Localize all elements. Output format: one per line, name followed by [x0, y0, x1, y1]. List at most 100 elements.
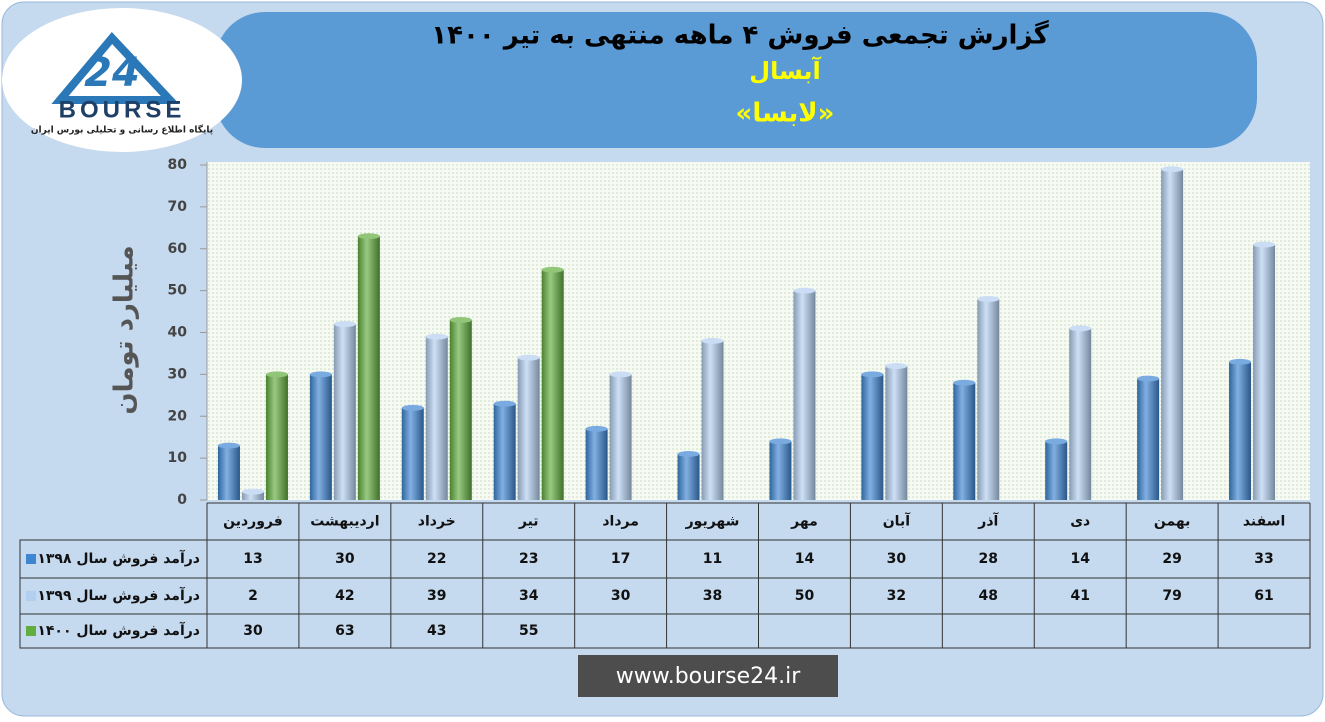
chart-symbol: «لابسا» [736, 99, 835, 129]
table-value: 33 [1254, 551, 1273, 567]
x-tick-label: شهریور [685, 514, 740, 530]
bar [541, 269, 564, 500]
table-value: 28 [979, 551, 998, 567]
bar-top [609, 371, 632, 378]
bar [1137, 378, 1160, 500]
bar-top [493, 400, 516, 407]
bar [861, 374, 884, 500]
bar-top [401, 404, 424, 411]
chart-subtitle: آبسال [749, 56, 821, 85]
table-value: 79 [1162, 588, 1181, 604]
bar-top [333, 321, 356, 328]
table-value: 42 [335, 588, 354, 604]
bar [449, 319, 472, 500]
bar-top [1045, 438, 1068, 445]
bar-top [977, 296, 1000, 302]
legend-marker [26, 626, 36, 636]
bar [1045, 441, 1068, 500]
logo-tagline: پایگاه اطلاع رسانی و تحلیلی بورس ایران [31, 124, 213, 136]
bar-top [517, 354, 540, 361]
logo-name: BOURSE [59, 96, 186, 123]
y-tick-label: 40 [168, 325, 188, 341]
y-tick-label: 60 [168, 241, 188, 257]
bar-top [265, 371, 288, 378]
bar [309, 374, 332, 500]
bar-top [769, 438, 792, 445]
x-tick-label: تیر [518, 514, 539, 530]
bar [401, 407, 424, 500]
logo-number: 24 [84, 50, 140, 96]
bar [1069, 328, 1092, 500]
bar [217, 445, 240, 500]
x-tick-label: آذر [977, 512, 999, 530]
table-value: 38 [703, 588, 722, 604]
bar [1229, 361, 1252, 500]
bar-top [793, 287, 816, 294]
legend-marker [26, 554, 36, 564]
bar [585, 428, 608, 500]
bar [265, 374, 288, 500]
legend-label: درآمد فروش سال ۱۳۹۸ [37, 549, 200, 567]
table-value: 34 [519, 588, 539, 604]
x-tick-label: مرداد [602, 514, 639, 530]
bar-top [701, 337, 724, 344]
y-tick-label: 0 [177, 492, 187, 508]
table-value: 32 [887, 588, 906, 604]
table-bg [19, 539, 1311, 649]
bar [977, 299, 1000, 500]
bar [953, 382, 976, 500]
table-value: 55 [519, 623, 538, 639]
bar-top [541, 266, 564, 273]
table-value: 14 [795, 551, 815, 567]
bar-top [1069, 325, 1092, 332]
table-value: 22 [427, 551, 446, 567]
table-value: 13 [243, 551, 262, 567]
bar [677, 453, 700, 500]
bar-top [241, 488, 264, 495]
y-tick-label: 30 [168, 366, 188, 382]
bar-top [677, 450, 700, 457]
bar-top [1229, 358, 1252, 365]
bar-top [1161, 166, 1184, 173]
bar [769, 441, 792, 500]
table-value: 30 [887, 551, 907, 567]
footer-url: www.bourse24.ir [616, 664, 801, 689]
y-tick-label: 50 [168, 283, 188, 299]
x-tick-label: فروردین [223, 514, 283, 530]
title-banner [215, 12, 1257, 148]
bar [517, 357, 540, 500]
bar [241, 491, 264, 500]
bar [425, 336, 448, 500]
y-tick-label: 20 [168, 408, 188, 424]
chart-title: گزارش تجمعی فروش ۴ ماهه منتهی به تیر ۱۴۰… [431, 20, 1049, 51]
table-value: 17 [611, 551, 630, 567]
y-tick-label: 80 [168, 157, 188, 173]
bar-top [425, 333, 448, 340]
bar-top [449, 316, 472, 323]
x-tick-label: بهمن [1154, 514, 1190, 530]
table-value: 30 [243, 623, 263, 639]
y-tick-label: 10 [168, 450, 188, 466]
bar [333, 324, 356, 500]
bar [1253, 244, 1276, 500]
x-tick-label: خرداد [418, 514, 456, 530]
logo-shape [51, 31, 180, 104]
bar [493, 403, 516, 500]
bar [357, 236, 380, 500]
table-value: 50 [795, 588, 815, 604]
table-value: 2 [248, 588, 258, 604]
bar-top [1253, 241, 1276, 248]
bar-top [585, 425, 608, 432]
table-value: 48 [979, 588, 998, 604]
footer-box [578, 655, 838, 697]
bar [1161, 169, 1184, 500]
table-value: 43 [427, 623, 446, 639]
table-value: 23 [519, 551, 538, 567]
table-value: 11 [703, 551, 722, 567]
table-value: 63 [335, 623, 354, 639]
legend-marker [26, 591, 36, 601]
bar-top [357, 233, 380, 240]
bar-top [1137, 375, 1160, 382]
